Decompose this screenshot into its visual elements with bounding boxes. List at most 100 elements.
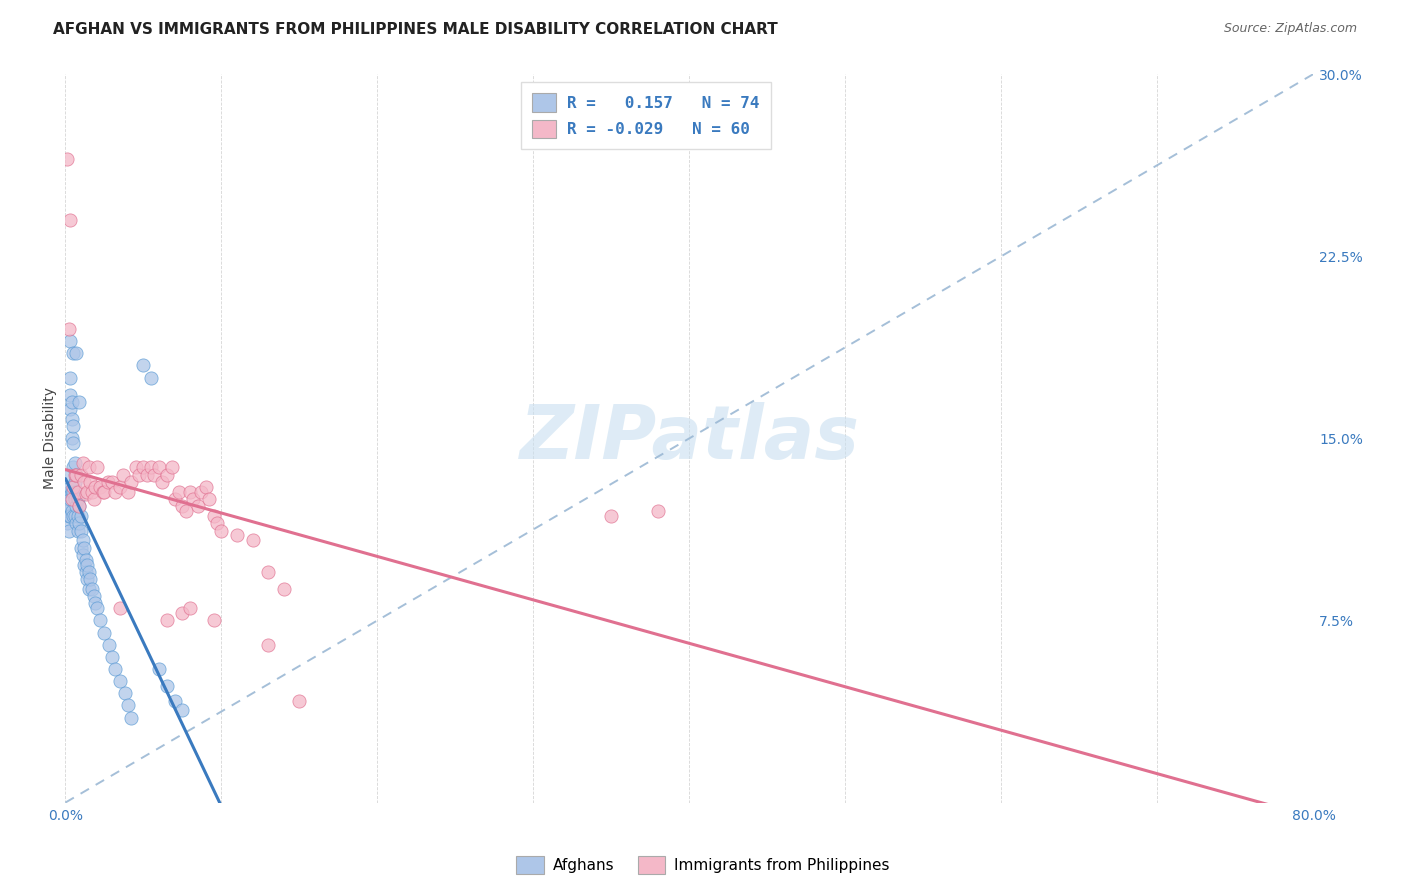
Point bbox=[84, 480, 107, 494]
Point bbox=[98, 638, 121, 652]
Point bbox=[65, 467, 87, 482]
Point bbox=[187, 500, 209, 514]
Point bbox=[132, 359, 155, 373]
Point bbox=[69, 500, 91, 514]
Point bbox=[73, 541, 96, 555]
Point bbox=[75, 487, 97, 501]
Point bbox=[66, 508, 89, 523]
Point bbox=[70, 541, 93, 555]
Point bbox=[73, 558, 96, 572]
Point bbox=[141, 460, 163, 475]
Point bbox=[58, 322, 80, 336]
Point bbox=[75, 565, 97, 579]
Point bbox=[172, 703, 194, 717]
Point bbox=[58, 500, 80, 514]
Point bbox=[156, 467, 179, 482]
Point bbox=[114, 686, 136, 700]
Point bbox=[117, 484, 139, 499]
Point bbox=[198, 491, 221, 506]
Point bbox=[211, 524, 233, 538]
Point bbox=[59, 508, 82, 523]
Point bbox=[93, 484, 115, 499]
Point bbox=[202, 508, 225, 523]
Point bbox=[66, 491, 89, 506]
Point bbox=[59, 480, 82, 494]
Point bbox=[205, 516, 228, 531]
Point bbox=[62, 508, 84, 523]
Point bbox=[65, 500, 87, 514]
Point bbox=[120, 475, 142, 489]
Point bbox=[69, 516, 91, 531]
Point bbox=[63, 491, 86, 506]
Point bbox=[75, 552, 97, 566]
Point bbox=[79, 475, 101, 489]
Point bbox=[59, 387, 82, 401]
Point bbox=[179, 484, 201, 499]
Point bbox=[77, 565, 100, 579]
Point bbox=[60, 504, 83, 518]
Point bbox=[62, 480, 84, 494]
Point bbox=[58, 467, 80, 482]
Point bbox=[76, 572, 98, 586]
Point bbox=[59, 491, 82, 506]
Point bbox=[104, 662, 127, 676]
Point bbox=[108, 601, 131, 615]
Point bbox=[156, 679, 179, 693]
Point bbox=[77, 460, 100, 475]
Point bbox=[101, 475, 124, 489]
Point bbox=[89, 614, 111, 628]
Point bbox=[62, 460, 84, 475]
Point bbox=[62, 484, 84, 499]
Point bbox=[66, 484, 89, 499]
Point bbox=[69, 395, 91, 409]
Point bbox=[117, 698, 139, 713]
Point bbox=[80, 582, 103, 596]
Point bbox=[160, 460, 183, 475]
Point bbox=[148, 662, 170, 676]
Point bbox=[194, 480, 217, 494]
Point bbox=[65, 467, 87, 482]
Point bbox=[70, 524, 93, 538]
Point bbox=[65, 346, 87, 360]
Point bbox=[62, 419, 84, 434]
Point bbox=[59, 334, 82, 348]
Point bbox=[83, 491, 105, 506]
Point bbox=[63, 508, 86, 523]
Point bbox=[108, 674, 131, 689]
Point bbox=[72, 533, 94, 548]
Point bbox=[150, 475, 173, 489]
Point bbox=[73, 475, 96, 489]
Point bbox=[124, 460, 146, 475]
Point bbox=[202, 614, 225, 628]
Point bbox=[56, 152, 79, 166]
Point bbox=[59, 212, 82, 227]
Point bbox=[86, 601, 108, 615]
Point bbox=[156, 614, 179, 628]
Point bbox=[86, 460, 108, 475]
Point bbox=[76, 558, 98, 572]
Point bbox=[62, 346, 84, 360]
Point bbox=[58, 508, 80, 523]
Point bbox=[66, 524, 89, 538]
Point bbox=[128, 467, 150, 482]
Point bbox=[163, 693, 186, 707]
Point bbox=[70, 467, 93, 482]
Y-axis label: Male Disability: Male Disability bbox=[44, 387, 58, 490]
Point bbox=[60, 491, 83, 506]
Point bbox=[600, 508, 623, 523]
Point bbox=[59, 370, 82, 384]
Point bbox=[273, 582, 295, 596]
Point bbox=[141, 370, 163, 384]
Point bbox=[63, 475, 86, 489]
Point bbox=[91, 484, 114, 499]
Point bbox=[135, 467, 157, 482]
Point bbox=[104, 484, 127, 499]
Point bbox=[56, 487, 79, 501]
Point bbox=[89, 480, 111, 494]
Point bbox=[93, 625, 115, 640]
Point bbox=[174, 504, 197, 518]
Point bbox=[60, 412, 83, 426]
Point bbox=[80, 484, 103, 499]
Point bbox=[56, 504, 79, 518]
Point bbox=[148, 460, 170, 475]
